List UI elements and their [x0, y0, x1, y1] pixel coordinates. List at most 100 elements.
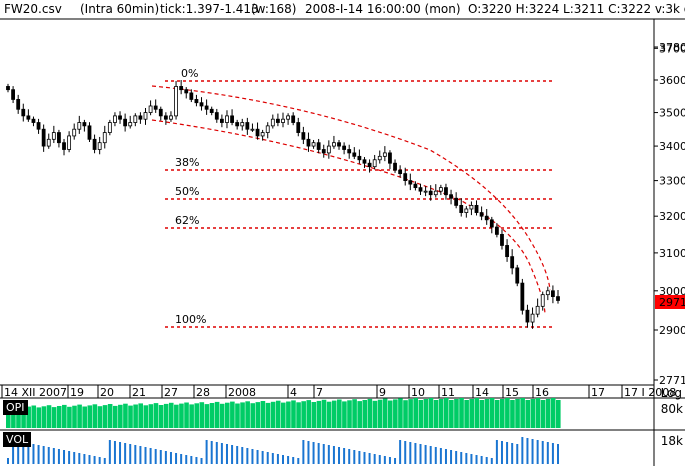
- candle-body: [347, 149, 352, 154]
- vol-bar: [47, 447, 50, 464]
- candle-body: [6, 86, 10, 91]
- fib-level-label: 100%: [175, 313, 206, 326]
- candle-body: [459, 204, 464, 213]
- candle-body: [500, 233, 504, 246]
- oi-bar: [418, 400, 424, 428]
- vol-bar: [7, 458, 9, 464]
- vol-bar: [205, 440, 208, 464]
- oi-bar: [6, 408, 11, 428]
- date-label: 28: [196, 386, 210, 399]
- oi-bar: [133, 404, 138, 428]
- oi-bar: [515, 399, 520, 428]
- candle-body: [41, 128, 46, 147]
- vol-bar: [363, 452, 366, 464]
- vol-bar: [343, 448, 346, 464]
- oi-bar: [16, 405, 21, 428]
- vol-bar: [68, 451, 71, 464]
- candle-body: [520, 282, 525, 311]
- candle-body: [377, 155, 382, 161]
- vol-bar: [495, 440, 498, 464]
- candle-body: [286, 115, 290, 120]
- candle-body: [515, 267, 520, 284]
- vol-bar: [490, 458, 493, 464]
- oi-bar: [62, 404, 67, 428]
- vol-bar: [557, 444, 559, 464]
- oi-bar: [454, 399, 459, 428]
- vol-bar: [251, 449, 254, 464]
- candle-body: [444, 187, 448, 196]
- candle-body: [306, 138, 311, 147]
- candle-body: [16, 99, 21, 110]
- vol-bar: [429, 446, 432, 464]
- trend-curve-lower[interactable]: [151, 119, 546, 316]
- vol-bar: [113, 441, 116, 464]
- vol-bar: [516, 444, 519, 464]
- oi-bar: [428, 398, 434, 428]
- candle-body: [551, 290, 555, 297]
- trend-channel[interactable]: [151, 85, 551, 316]
- candle-body: [225, 115, 229, 123]
- oi-bar: [321, 399, 327, 428]
- fibonacci-retracement[interactable]: 0% 38% 50% 62% 100%: [165, 67, 552, 328]
- vol-bar: [317, 443, 320, 464]
- candle-body: [169, 115, 173, 120]
- candle-body: [184, 89, 189, 94]
- oi-bar: [36, 407, 42, 428]
- price-tick-label: 3500: [659, 107, 685, 120]
- candle-body: [51, 132, 56, 140]
- vol-bar: [465, 453, 468, 464]
- vol-bar: [210, 441, 213, 464]
- oi-bar: [347, 400, 352, 428]
- oi-panel-value: 80k: [660, 402, 683, 416]
- vol-bar: [103, 458, 106, 464]
- oi-bar: [387, 400, 393, 428]
- candle-body: [72, 128, 77, 137]
- oi-bar: [138, 403, 143, 428]
- vol-bar: [332, 446, 335, 464]
- vol-bar: [450, 450, 453, 464]
- oi-bar: [291, 400, 296, 428]
- oi-bar: [118, 404, 123, 428]
- vol-bar: [57, 449, 60, 464]
- oi-bar: [102, 405, 108, 428]
- candle-body: [291, 115, 296, 123]
- candle-body: [398, 169, 403, 175]
- candle-body: [362, 159, 367, 164]
- oi-bar: [525, 400, 531, 428]
- oi-bar: [31, 405, 37, 428]
- trend-curve-upper[interactable]: [151, 85, 551, 291]
- candle-body: [230, 115, 234, 123]
- oi-bar: [367, 398, 373, 428]
- oi-bar: [265, 402, 271, 428]
- oi-panel-label: OPI: [3, 400, 28, 415]
- candle-body: [276, 118, 280, 123]
- datetime-label: 2008-I-14 16:00:00 (mon): [305, 2, 461, 16]
- vol-bar: [154, 449, 157, 464]
- candle-body: [128, 122, 133, 127]
- candle-body: [505, 245, 509, 258]
- candle-body: [423, 190, 428, 193]
- vol-bar: [195, 457, 198, 464]
- oi-bar: [72, 405, 77, 428]
- oi-bar: [408, 399, 413, 428]
- vol-bar: [276, 454, 279, 464]
- oi-bar: [377, 399, 383, 428]
- vol-bar: [37, 445, 40, 464]
- vol-bar: [475, 455, 478, 464]
- candle-body: [270, 118, 275, 127]
- date-axis: 14 XII 2007 19 20 21 27 28 2008 4 7 9 10 11 14 15 16 17…: [1, 385, 676, 399]
- open-interest-bars: [6, 398, 561, 428]
- oi-bar: [337, 399, 342, 428]
- candle-body: [87, 125, 92, 140]
- vol-bar: [521, 437, 524, 464]
- candle-body: [418, 187, 423, 192]
- vol-bar: [52, 448, 55, 464]
- candle-body: [316, 142, 321, 150]
- oi-bar: [87, 405, 93, 428]
- price-tick-label: 2771: [659, 374, 685, 387]
- candle-body: [332, 142, 336, 147]
- oi-bar: [413, 398, 418, 428]
- vol-bar: [215, 442, 218, 464]
